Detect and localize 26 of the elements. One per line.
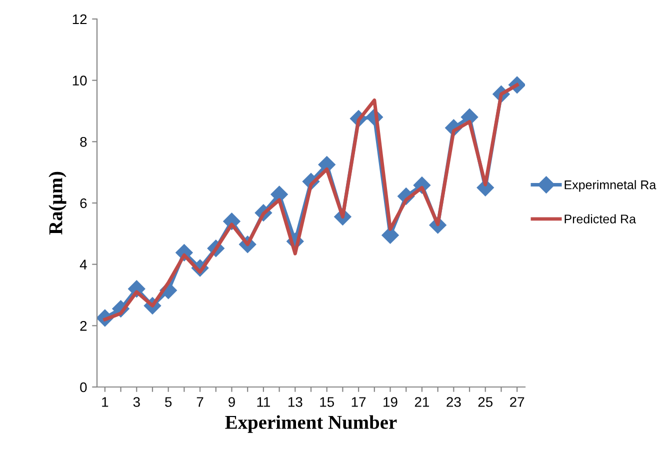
x-tick-label: 9: [228, 397, 235, 407]
y-tick-label: 2: [80, 321, 87, 331]
x-tick-label: 1: [102, 397, 108, 407]
x-tick-label: 13: [288, 397, 302, 407]
legend-label: Experimnetal Ra: [564, 180, 656, 192]
y-tick-label: 10: [72, 76, 87, 86]
y-tick-label: 4: [80, 260, 87, 270]
x-tick-label: 11: [257, 397, 270, 407]
x-tick-label: 19: [384, 397, 398, 407]
x-tick-label: 27: [510, 397, 524, 407]
y-axis-title: Ra(μm): [48, 172, 66, 235]
y-tick-label: 12: [72, 14, 87, 24]
x-tick-label: 17: [352, 397, 366, 407]
point: [382, 226, 399, 244]
y-tick-label: 0: [80, 382, 87, 392]
x-tick-label: 23: [446, 397, 461, 407]
y-tick-label: 8: [80, 137, 87, 147]
x-tick-label: 5: [165, 397, 172, 407]
x-tick-label: 3: [133, 397, 140, 407]
x-axis-title: Experiment Number: [225, 415, 397, 433]
x-tick-label: 15: [320, 397, 334, 407]
x-tick-label: 7: [196, 397, 204, 407]
y-tick-label: 6: [80, 198, 87, 208]
x-tick-label: 25: [478, 397, 493, 407]
legend-label: Predicted Ra: [564, 214, 636, 224]
x-tick-label: 21: [414, 397, 430, 407]
